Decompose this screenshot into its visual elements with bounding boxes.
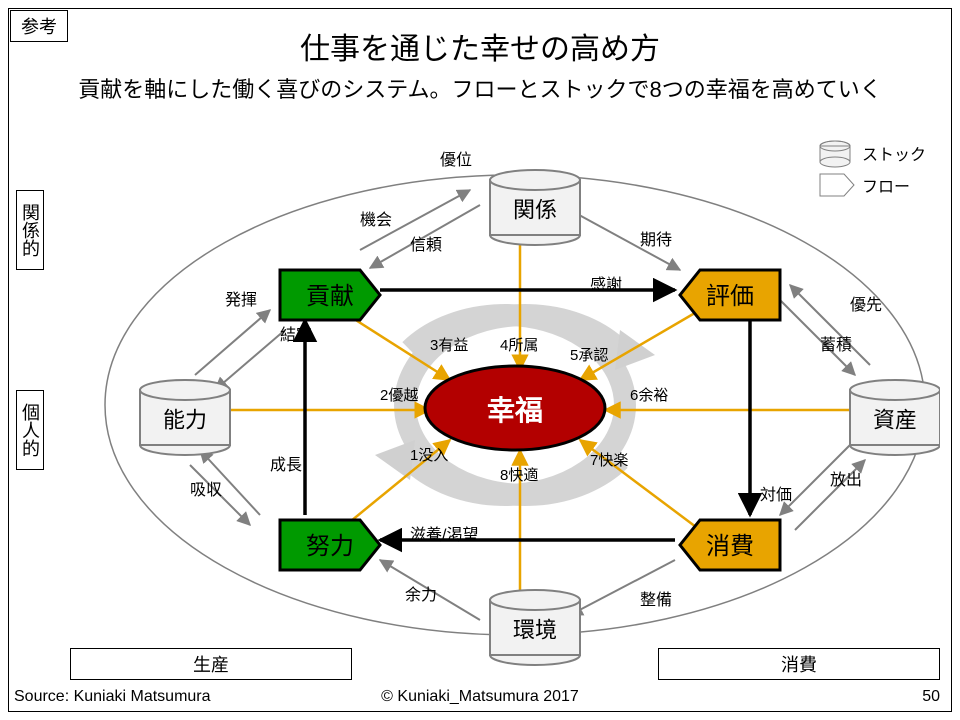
svg-text:整備: 整備 [640,591,672,609]
svg-text:5承認: 5承認 [570,347,608,364]
svg-text:優位: 優位 [440,151,472,169]
svg-text:優先: 優先 [850,296,882,314]
svg-text:消費: 消費 [706,533,754,560]
stock-kankei: 関係 [490,170,580,245]
legend-flow-icon [820,174,854,196]
svg-text:余力: 余力 [405,585,437,604]
svg-text:7快楽: 7快楽 [590,452,628,469]
svg-text:成長: 成長 [270,456,302,474]
system-diagram: 幸福 関係能力 資産環境 貢献 評価努力 消費 1没入 2優越 3有益 4所属 5承認 6余裕 7… [60,130,940,680]
svg-text:8快適: 8快適 [500,466,538,484]
flow-doryoku: 努力 [280,520,380,570]
svg-text:期待: 期待 [640,231,672,249]
svg-text:ストック: ストック [862,146,926,164]
svg-text:蓄積: 蓄積 [820,336,852,354]
svg-text:結実: 結実 [280,326,312,344]
svg-text:3有益: 3有益 [430,337,468,354]
svg-text:努力: 努力 [306,533,354,560]
svg-text:6余裕: 6余裕 [630,386,668,404]
legend: ストック フロー [820,141,926,196]
svg-text:滋養/渇望: 滋養/渇望 [410,526,478,544]
svg-text:放出: 放出 [830,471,862,489]
flow-kouken: 貢献 [280,270,380,320]
svg-text:評価: 評価 [706,283,754,310]
side-label-personal: 個人的 [16,390,44,470]
svg-text:感謝: 感謝 [590,276,622,294]
svg-text:機会: 機会 [360,211,392,229]
legend-stock-icon [820,141,850,167]
svg-text:対価: 対価 [760,486,792,504]
page-number: 50 [922,688,940,706]
page-title: 仕事を通じた幸せの高め方 [0,24,960,68]
stock-kankyou: 環境 [490,590,580,665]
side-label-relational: 関係的 [16,190,44,270]
svg-text:フロー: フロー [862,179,910,196]
svg-text:環境: 環境 [513,618,557,643]
center-label: 幸福 [487,395,543,426]
svg-text:資産: 資産 [873,408,917,433]
svg-text:関係: 関係 [513,198,557,223]
svg-text:1没入: 1没入 [410,447,448,464]
svg-text:4所属: 4所属 [500,337,538,354]
svg-text:信頼: 信頼 [410,236,442,254]
stock-shisan: 資産 [850,380,940,455]
svg-text:貢献: 貢献 [306,283,354,310]
flow-hyouka: 評価 [680,270,780,320]
page-subtitle: 貢献を軸にした働く喜びのシステム。フローとストックで8つの幸福を高めていく [0,72,960,104]
flow-shouhi: 消費 [680,520,780,570]
stock-noryoku: 能力 [140,380,230,455]
svg-text:2優越: 2優越 [380,387,418,404]
svg-text:発揮: 発揮 [225,291,257,309]
svg-text:吸収: 吸収 [190,481,222,499]
copyright: © Kuniaki_Matsumura 2017 [0,688,960,706]
svg-text:能力: 能力 [163,408,207,433]
